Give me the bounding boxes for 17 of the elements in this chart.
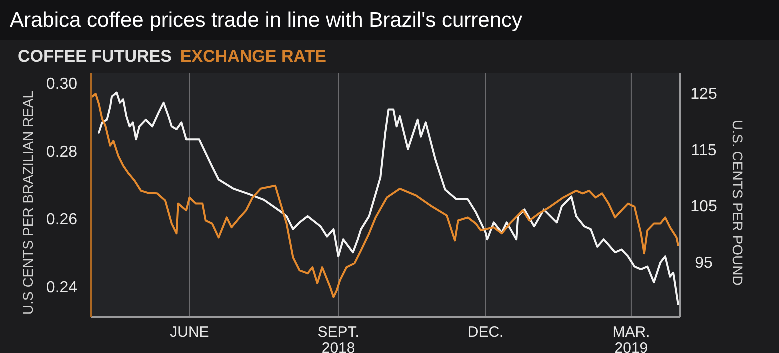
x-tick-label: DEC. — [468, 324, 504, 341]
y-tick-label: 0.30 — [46, 76, 78, 94]
text: COFFEE FUTURES — [18, 47, 172, 66]
chart-title: Arabica coffee prices trade in line with Brazil's currency — [10, 9, 524, 32]
x-tick-label: SEPT. 2018 — [318, 324, 360, 353]
y-axis-title: U.S CENTS PER BRAZILIAN REAL — [20, 90, 36, 316]
y2-tick-label: 125 — [690, 86, 718, 103]
x-tick-label: MAR. 2019 — [612, 324, 650, 353]
y2-tick-label: 95 — [695, 255, 713, 272]
y-tick-label: 0.28 — [46, 144, 78, 161]
x-tick-label: JUNE — [170, 324, 210, 341]
y2-axis-title: U.S. CENTS PER POUND — [730, 120, 746, 286]
text: EXCHANGE RATE — [180, 47, 326, 66]
y2-tick-label: 115 — [691, 142, 717, 160]
y-tick-label: 0.26 — [46, 212, 78, 229]
y2-tick-label: 105 — [690, 198, 718, 216]
y-tick-label: 0.24 — [46, 280, 78, 296]
